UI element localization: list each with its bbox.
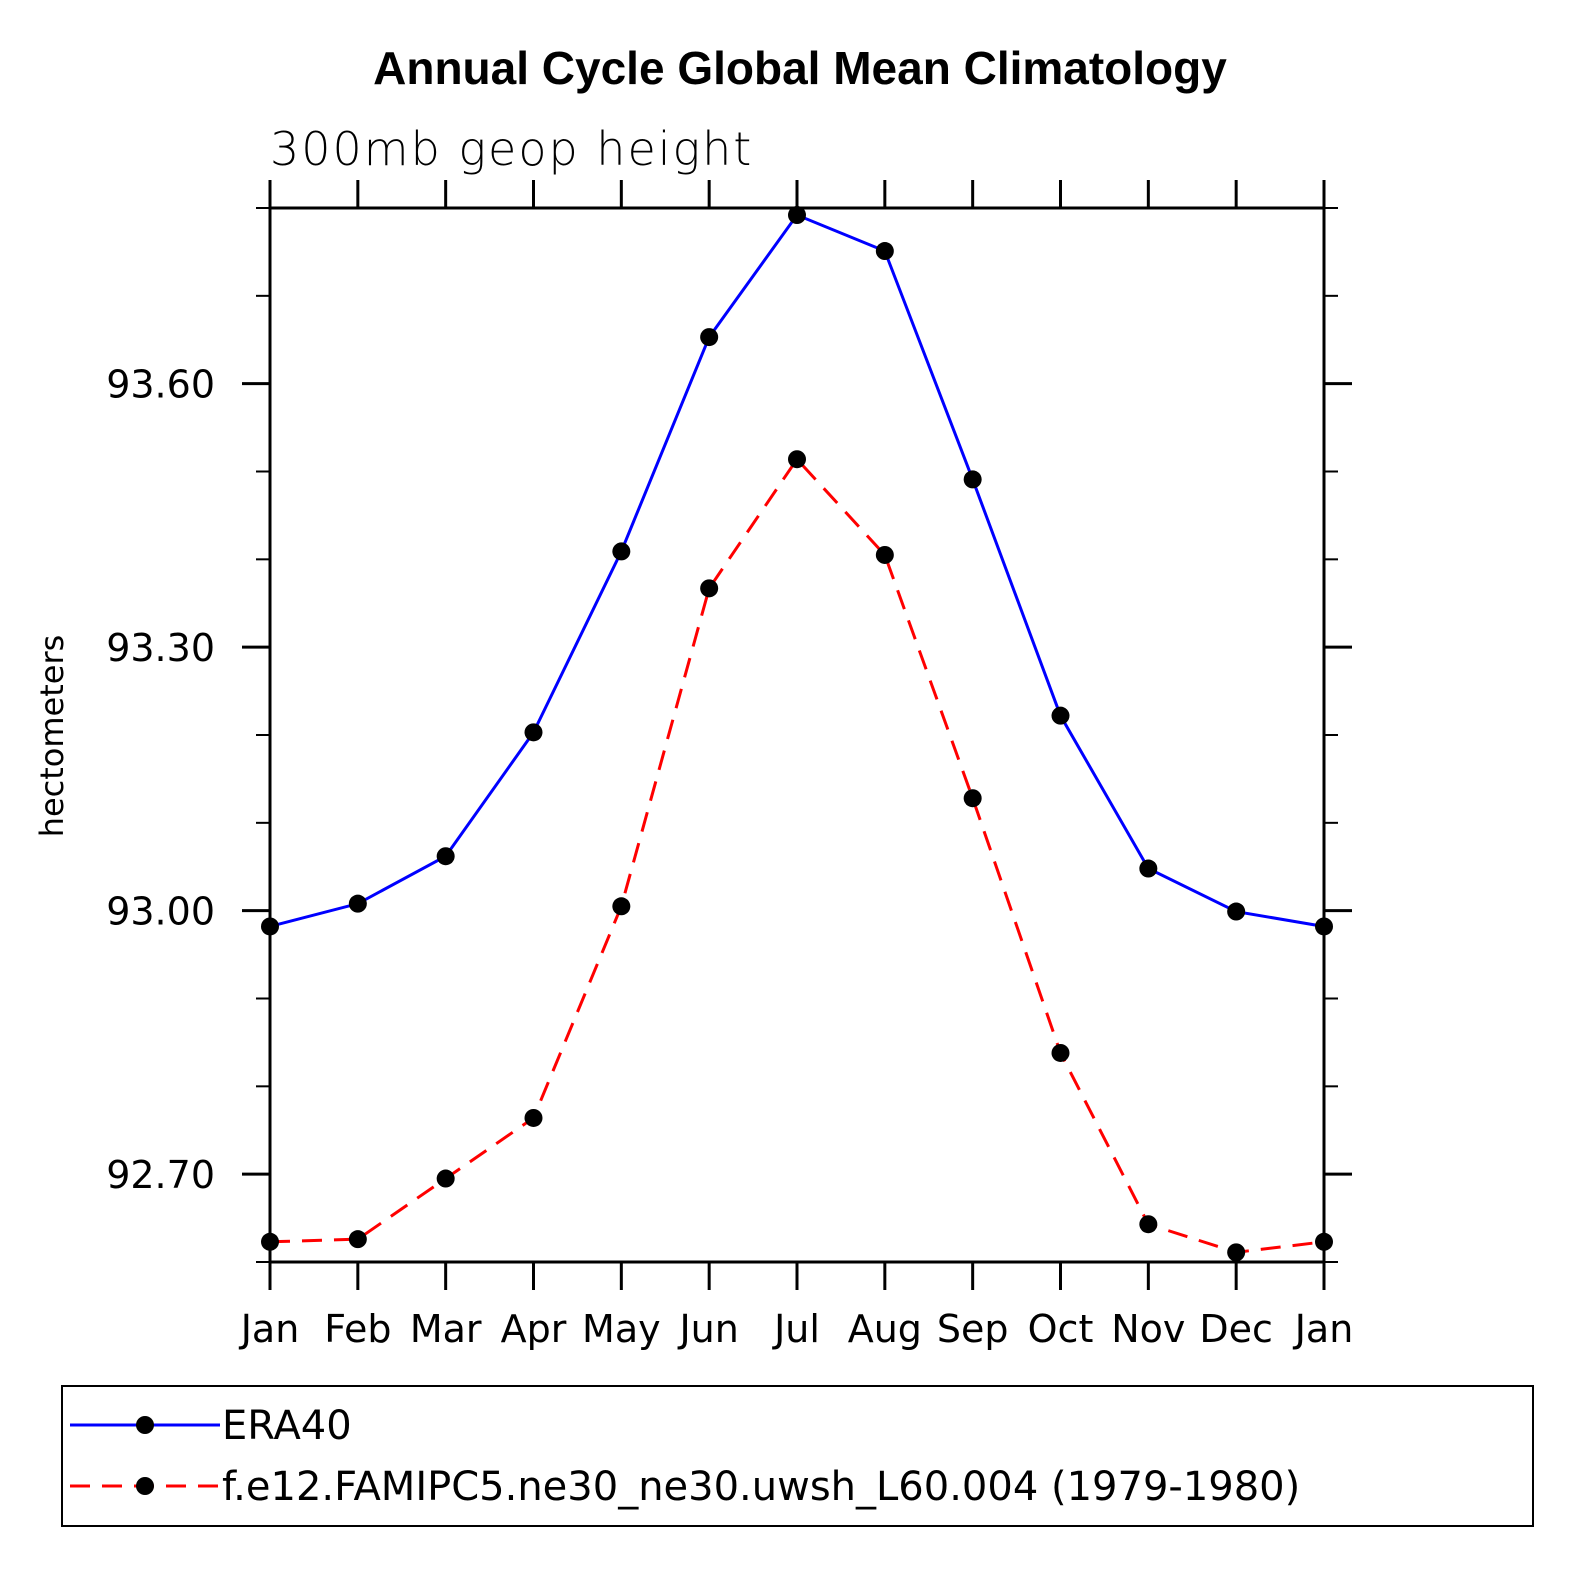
x-tick-label: Feb	[324, 1307, 391, 1351]
data-point	[788, 450, 806, 469]
legend: ERA40 f.e12.FAMIPC5.ne30_ne30.uwsh_L60.00…	[61, 1385, 1534, 1527]
x-tick-label: Apr	[501, 1307, 567, 1351]
data-point	[1051, 1043, 1070, 1062]
data-point	[261, 917, 279, 936]
data-point	[524, 723, 543, 742]
data-point	[436, 847, 455, 866]
legend-marker	[136, 1416, 154, 1434]
plot-frame	[268, 206, 1326, 1264]
data-point	[1227, 902, 1246, 921]
y-tick-label: 93.60	[106, 363, 215, 407]
x-tick-label: Sep	[937, 1307, 1009, 1351]
data-point	[261, 1232, 279, 1251]
data-point	[348, 894, 367, 913]
series-line-2	[269, 456, 1325, 1254]
x-tick-label: Dec	[1199, 1307, 1273, 1351]
series-layer	[261, 206, 1333, 1262]
axis-ticks: Jan Feb Mar Apr May Jun Jul Aug Sep Oct Nov Dec Jan 9…	[106, 180, 1353, 1351]
data-point	[875, 545, 894, 564]
data-point	[1051, 706, 1070, 725]
x-tick-label: May	[582, 1307, 661, 1351]
data-point	[348, 1230, 367, 1249]
series-line-1	[269, 213, 1325, 928]
x-tick-label: Nov	[1111, 1307, 1185, 1351]
x-tick-label: Mar	[410, 1307, 482, 1351]
x-tick-label: Jul	[772, 1307, 820, 1351]
legend-label-2: f.e12.FAMIPC5.ne30_ne30.uwsh_L60.004 (19…	[222, 1464, 1300, 1510]
x-tick-label: Oct	[1028, 1307, 1094, 1351]
x-tick-label: Jan	[239, 1307, 300, 1351]
legend-marker	[136, 1477, 154, 1495]
x-tick-label: Aug	[848, 1307, 922, 1351]
data-point	[788, 206, 806, 225]
legend-label-1: ERA40	[222, 1403, 352, 1449]
data-point	[524, 1108, 543, 1127]
data-point	[875, 242, 894, 261]
data-point	[436, 1169, 455, 1188]
y-tick-label: 93.30	[106, 626, 215, 670]
data-point	[1139, 1215, 1158, 1234]
data-point	[1227, 1243, 1246, 1262]
x-tick-label: Jan	[1293, 1307, 1354, 1351]
data-point	[1315, 1232, 1333, 1251]
data-point	[963, 789, 982, 808]
data-point	[1139, 859, 1158, 878]
y-axis-label: hectometers	[33, 635, 71, 838]
chart-subtitle: 300mb geop height	[270, 122, 753, 176]
legend-box	[61, 1385, 1534, 1527]
data-point	[1315, 917, 1333, 936]
data-point	[612, 542, 631, 561]
y-tick-label: 92.70	[106, 1153, 215, 1197]
data-point	[700, 579, 719, 598]
chart-title: Annual Cycle Global Mean Climatology	[373, 42, 1227, 94]
y-tick-label: 93.00	[106, 890, 215, 934]
data-point	[612, 897, 631, 916]
x-tick-label: Jun	[677, 1307, 738, 1351]
data-point	[963, 470, 982, 489]
data-point	[700, 328, 719, 347]
